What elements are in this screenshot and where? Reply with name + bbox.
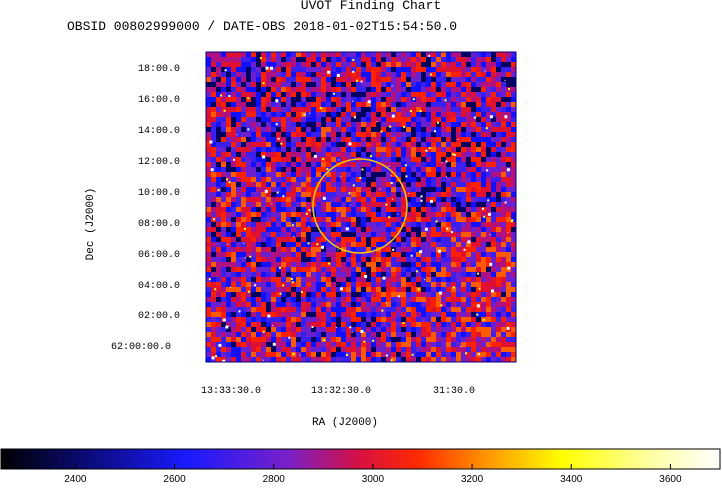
colorbar-tick-label: 3000 [362, 474, 385, 485]
chart-subtitle: OBSID 00802999000 / DATE-OBS 2018-01-02T… [67, 19, 457, 34]
y-tick-label: 04:00.0 [138, 281, 180, 292]
y-tick-label: 18:00.0 [138, 64, 180, 75]
sky-image [206, 52, 516, 362]
colorbar-ticks: 2400 2600 2800 3000 3200 3400 3600 [64, 464, 682, 485]
chart-title: UVOT Finding Chart [301, 0, 441, 13]
x-tick-label: 31:30.0 [433, 386, 475, 397]
y-axis-ticks: 18:00.0 16:00.0 14:00.0 12:00.0 10:00.0 08:00… [111, 64, 180, 353]
y-tick-label: 06:00.0 [138, 250, 180, 261]
y-tick-label: 10:00.0 [138, 188, 180, 199]
y-tick-label: 16:00.0 [138, 95, 180, 106]
source-region-circle [312, 158, 408, 254]
colorbar-tick-label: 2400 [64, 474, 87, 485]
y-tick-label: 08:00.0 [138, 219, 180, 230]
x-axis-title: RA (J2000) [312, 417, 378, 429]
y-tick-label: 02:00.0 [138, 311, 180, 322]
colorbar-tick-label: 2600 [163, 474, 186, 485]
colorbar-tick-label: 2800 [263, 474, 286, 485]
colorbar [0, 448, 721, 470]
image-frame [205, 51, 517, 363]
x-tick-label: 13:32:30.0 [311, 386, 371, 397]
colorbar-tick-label: 3600 [659, 474, 682, 485]
y-tick-label: 62:00:00.0 [111, 342, 171, 353]
y-tick-label: 14:00.0 [138, 126, 180, 137]
y-axis-title: Dec (J2000) [85, 188, 97, 261]
x-tick-label: 13:33:30.0 [201, 386, 261, 397]
colorbar-tick-label: 3400 [560, 474, 583, 485]
x-axis-ticks: 13:33:30.0 13:32:30.0 31:30.0 [201, 386, 475, 397]
y-tick-label: 12:00.0 [138, 157, 180, 168]
colorbar-tick-label: 3200 [461, 474, 484, 485]
